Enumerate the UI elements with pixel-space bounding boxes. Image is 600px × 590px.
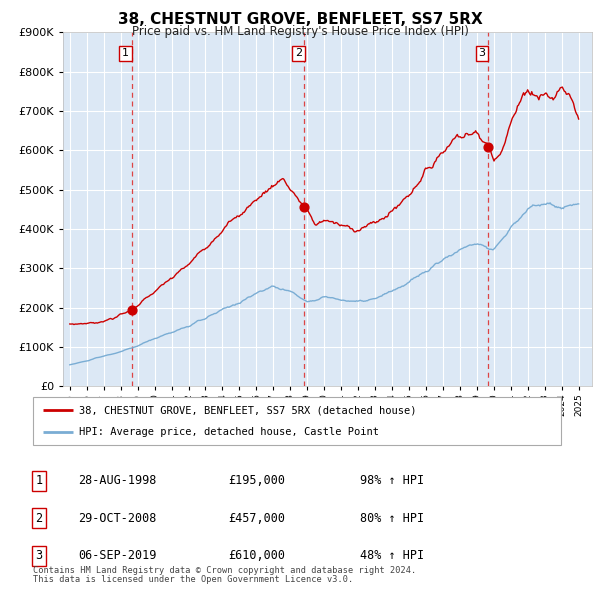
Text: 98% ↑ HPI: 98% ↑ HPI (360, 474, 424, 487)
Text: 1: 1 (35, 474, 43, 487)
Text: 2: 2 (295, 48, 302, 58)
Point (299, 202, 309, 211)
Text: 28-AUG-1998: 28-AUG-1998 (78, 474, 157, 487)
Point (484, 142, 493, 151)
Text: 48% ↑ HPI: 48% ↑ HPI (360, 549, 424, 562)
Point (127, 305, 136, 314)
Text: 80% ↑ HPI: 80% ↑ HPI (360, 512, 424, 525)
Text: HPI: Average price, detached house, Castle Point: HPI: Average price, detached house, Cast… (79, 427, 379, 437)
FancyBboxPatch shape (33, 397, 561, 445)
Text: 06-SEP-2019: 06-SEP-2019 (78, 549, 157, 562)
Text: 3: 3 (479, 48, 485, 58)
Text: £195,000: £195,000 (228, 474, 285, 487)
Text: 1: 1 (122, 48, 129, 58)
Text: This data is licensed under the Open Government Licence v3.0.: This data is licensed under the Open Gov… (33, 575, 353, 584)
Text: 38, CHESTNUT GROVE, BENFLEET, SS7 5RX (detached house): 38, CHESTNUT GROVE, BENFLEET, SS7 5RX (d… (79, 405, 417, 415)
Text: Contains HM Land Registry data © Crown copyright and database right 2024.: Contains HM Land Registry data © Crown c… (33, 566, 416, 575)
Text: 38, CHESTNUT GROVE, BENFLEET, SS7 5RX: 38, CHESTNUT GROVE, BENFLEET, SS7 5RX (118, 12, 482, 27)
Text: 2: 2 (35, 512, 43, 525)
Text: 3: 3 (35, 549, 43, 562)
Text: 29-OCT-2008: 29-OCT-2008 (78, 512, 157, 525)
Text: Price paid vs. HM Land Registry's House Price Index (HPI): Price paid vs. HM Land Registry's House … (131, 25, 469, 38)
Text: £610,000: £610,000 (228, 549, 285, 562)
Text: £457,000: £457,000 (228, 512, 285, 525)
